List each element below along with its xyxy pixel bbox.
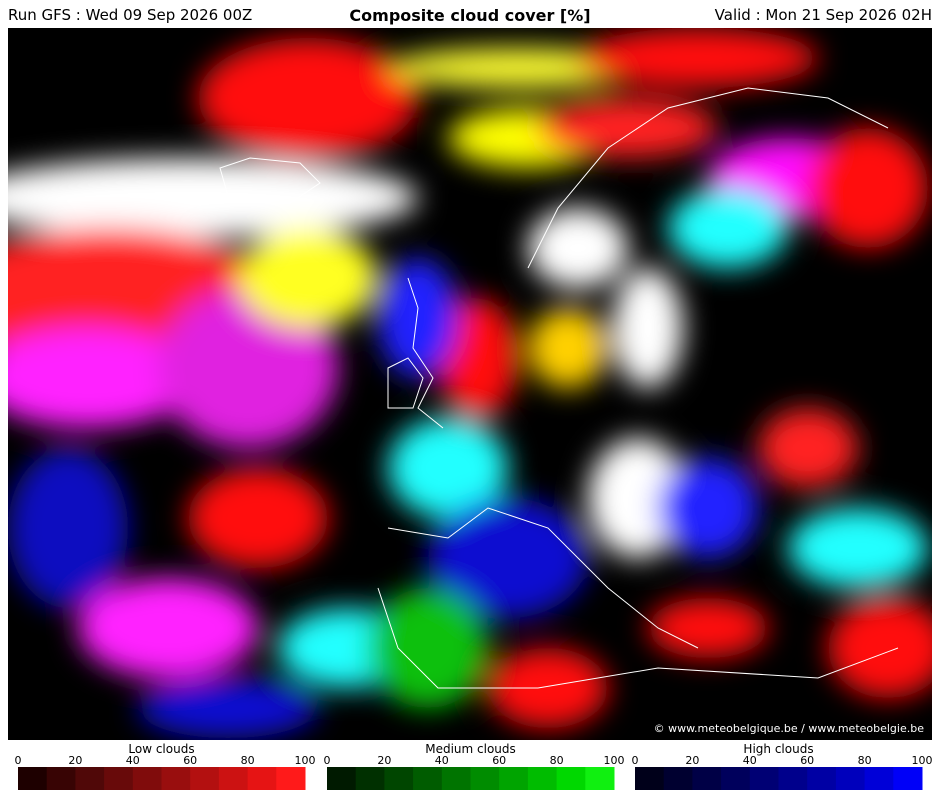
legend-tick-label: 60 <box>800 754 814 767</box>
legend-tick-label: 80 <box>241 754 255 767</box>
legend-tick-label: 60 <box>492 754 506 767</box>
legend-swatch <box>276 767 306 790</box>
cloud-map: © www.meteobelgique.be / www.meteobelgie… <box>8 28 932 740</box>
legend-tick-label: 0 <box>324 754 331 767</box>
legend-swatch <box>413 767 443 790</box>
legend-swatch <box>384 767 414 790</box>
legend-tick-label: 100 <box>604 754 625 767</box>
legend-swatch <box>499 767 529 790</box>
legend-swatch <box>585 767 615 790</box>
legend-swatch <box>218 767 249 790</box>
credit: © www.meteobelgique.be / www.meteobelgie… <box>654 722 925 735</box>
legend-swatch <box>864 767 894 790</box>
legend-swatch <box>470 767 500 790</box>
legend-swatch <box>556 767 586 790</box>
legend-title: Low clouds <box>128 742 194 756</box>
legend-tick-label: 80 <box>550 754 564 767</box>
legend-swatch <box>778 767 808 790</box>
legend-swatch <box>835 767 866 790</box>
legend-tick-label: 0 <box>15 754 22 767</box>
legend-swatch <box>749 767 779 790</box>
legend-tick-label: 80 <box>858 754 872 767</box>
legend-swatch <box>18 767 48 790</box>
legend-tick-label: 20 <box>685 754 699 767</box>
legend-swatch <box>75 767 105 790</box>
legend-title: High clouds <box>743 742 813 756</box>
legend-swatch <box>441 767 471 790</box>
legend-tick-label: 40 <box>743 754 757 767</box>
run-label: Run GFS : Wed 09 Sep 2026 00Z <box>8 6 253 24</box>
legend-swatch <box>692 767 722 790</box>
legend-swatch <box>635 767 665 790</box>
legend-swatch <box>327 767 357 790</box>
legend-tick-label: 60 <box>183 754 197 767</box>
legend-swatch <box>190 767 220 790</box>
legend-tick-label: 100 <box>295 754 316 767</box>
coastlines <box>219 87 899 689</box>
legend-swatch <box>247 767 277 790</box>
legend-tick-label: 40 <box>126 754 140 767</box>
legend-swatch <box>46 767 76 790</box>
legend-swatch <box>663 767 693 790</box>
legend-tick-label: 40 <box>435 754 449 767</box>
legend: Low clouds 0 20 40 60 80 100 Medium clouds 0 20 40… <box>15 742 933 790</box>
legend-tick-label: 20 <box>68 754 82 767</box>
legend-swatch <box>721 767 751 790</box>
legend-tick-label: 20 <box>377 754 391 767</box>
legend-swatch <box>355 767 385 790</box>
legend-title: Medium clouds <box>425 742 516 756</box>
legend-swatch <box>104 767 134 790</box>
legend-swatch <box>132 767 162 790</box>
legend-swatch <box>893 767 923 790</box>
legend-swatch <box>527 767 558 790</box>
legend-tick-label: 0 <box>632 754 639 767</box>
valid-label: Valid : Mon 21 Sep 2026 02H <box>714 6 932 24</box>
legend-swatch <box>807 767 837 790</box>
map-title: Composite cloud cover [%] <box>349 6 591 25</box>
legend-swatch <box>161 767 191 790</box>
legend-tick-label: 100 <box>912 754 933 767</box>
